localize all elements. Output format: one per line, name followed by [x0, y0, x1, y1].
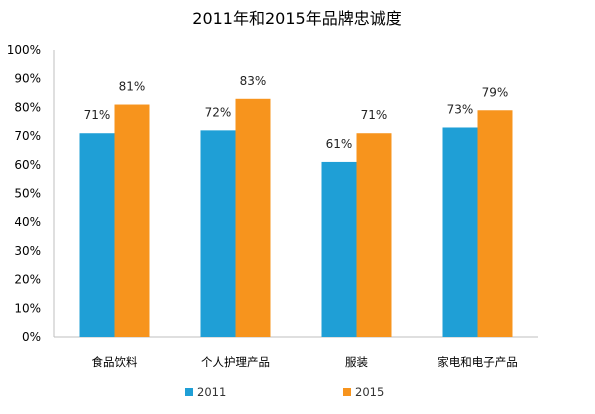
data-label-2011-1: 72% [205, 105, 232, 119]
data-label-2015-1: 83% [240, 74, 267, 88]
legend-swatch-2015 [343, 388, 351, 396]
legend: 2011 2015 [185, 385, 384, 399]
y-tick-label: 90% [14, 72, 41, 86]
bar-2015-1 [235, 98, 271, 337]
y-tick-label: 60% [14, 158, 41, 172]
y-tick-label: 0% [22, 330, 41, 344]
y-tick-label: 70% [14, 129, 41, 143]
y-tick-label: 40% [14, 215, 41, 229]
legend-label-2015: 2015 [355, 385, 384, 399]
data-label-2011-3: 73% [447, 102, 474, 116]
data-label-2015-3: 79% [482, 85, 509, 99]
category-label-3: 家电和电子产品 [437, 355, 518, 369]
y-axis: 0% 10% 20% 30% 40% 50% 60% 70% 80% 90% 100% [7, 43, 55, 344]
category-label-0: 食品饮料 [92, 355, 138, 369]
category-label-1: 个人护理产品 [201, 355, 270, 369]
data-label-2011-0: 71% [84, 108, 111, 122]
y-tick-label: 10% [14, 301, 41, 315]
data-label-2015-2: 71% [361, 108, 388, 122]
bar-2011-0 [79, 133, 115, 337]
bar-2015-0 [114, 104, 150, 337]
legend-label-2011: 2011 [197, 385, 226, 399]
data-labels: 71% 81% 72% 83% 61% 71% 73% 79% [84, 74, 509, 151]
y-tick-label: 80% [14, 100, 41, 114]
y-tick-label: 100% [7, 43, 41, 57]
bar-2011-1 [200, 130, 236, 337]
bar-2015-3 [477, 110, 513, 338]
legend-swatch-2011 [185, 388, 193, 396]
data-label-2015-0: 81% [119, 80, 146, 94]
category-label-2: 服装 [345, 355, 368, 369]
bars [79, 98, 513, 338]
data-label-2011-2: 61% [326, 137, 353, 151]
x-axis: 食品饮料 个人护理产品 服装 家电和电子产品 [54, 336, 538, 369]
bar-2011-2 [321, 161, 357, 337]
chart-title: 2011年和2015年品牌忠诚度 [192, 9, 401, 28]
y-tick-label: 50% [14, 187, 41, 201]
bar-2015-2 [356, 133, 392, 337]
y-tick-label: 30% [14, 244, 41, 258]
bar-2011-3 [442, 127, 478, 338]
y-tick-label: 20% [14, 273, 41, 287]
